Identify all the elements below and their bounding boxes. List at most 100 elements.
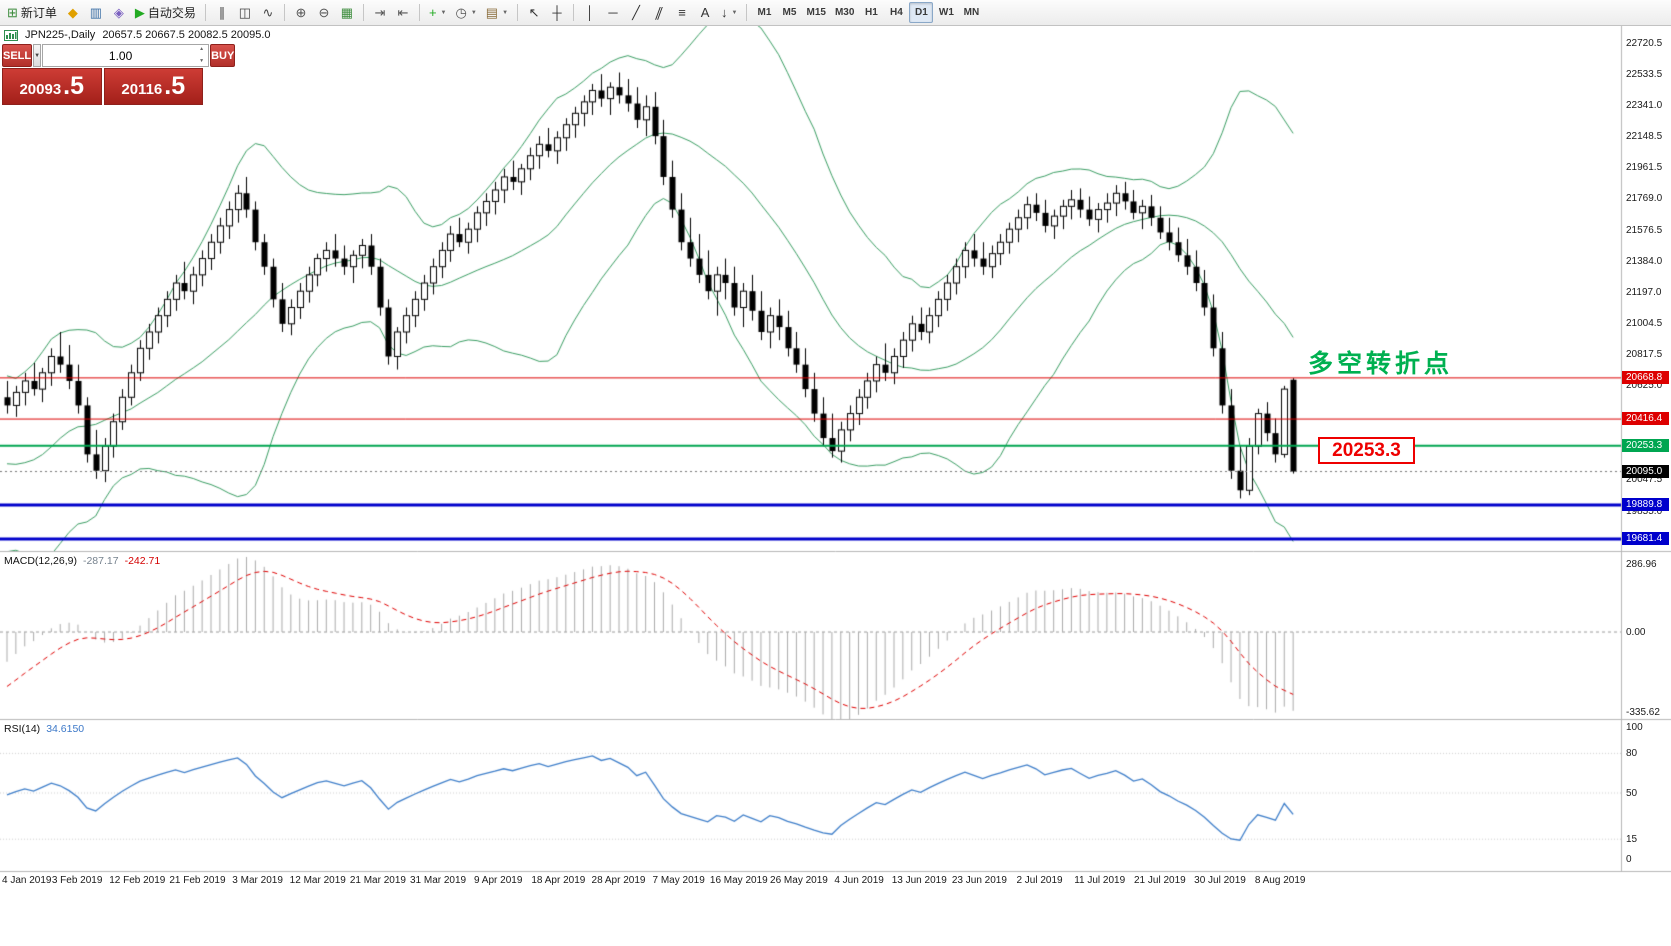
- order-type-dropdown[interactable]: ▼: [33, 44, 42, 67]
- crosshair-button[interactable]: ┼: [546, 2, 568, 23]
- candlestick-chart-icon: ◫: [238, 5, 252, 20]
- spinner-up-icon[interactable]: ▲: [199, 46, 205, 52]
- crosshair-icon: ┼: [552, 5, 562, 20]
- chart-window-icon: [4, 29, 18, 41]
- timeframe-m30[interactable]: M30: [834, 7, 855, 18]
- dropdown-arrow-icon: ▼: [470, 9, 477, 16]
- zoom-in-icon: ⊕: [295, 5, 307, 20]
- periods-button[interactable]: ◷ ▼: [451, 2, 480, 23]
- timeframe-mn[interactable]: MN: [963, 7, 980, 18]
- price-chart-canvas[interactable]: [0, 26, 1671, 946]
- trade-panel-controls: SELL ▼ ▲ ▼ BUY: [2, 44, 236, 67]
- toolbar-separator: [573, 4, 575, 21]
- trendline-icon: ╱: [632, 5, 640, 20]
- macd-name: MACD(12,26,9): [4, 555, 77, 567]
- toolbar-separator: [204, 4, 206, 21]
- rsi-indicator-label: RSI(14) 34.6150: [4, 723, 84, 735]
- horizontal-line-icon: ─: [608, 5, 618, 20]
- new-order-button[interactable]: ⊞ 新订单: [3, 2, 61, 23]
- metaeditor-icon: ◈: [113, 5, 124, 20]
- metaeditor-button[interactable]: ◈: [108, 2, 130, 23]
- dropdown-arrow-icon: ▼: [731, 9, 738, 16]
- arrows-icon: ↓: [721, 5, 728, 20]
- new-order-icon: ⊞: [7, 5, 18, 20]
- lot-size-input[interactable]: [43, 45, 209, 66]
- market-icon: ◆: [67, 5, 78, 20]
- macd-indicator-label: MACD(12,26,9) -287.17 -242.71: [4, 555, 160, 567]
- ask-price-main: 20116: [121, 81, 163, 98]
- chevron-down-icon: ▼: [34, 52, 41, 59]
- auto-scroll-button[interactable]: ⇥: [369, 2, 391, 23]
- toolbar-separator: [283, 4, 285, 21]
- periods-icon: ◷: [455, 5, 467, 20]
- text-icon: A: [700, 5, 710, 20]
- vertical-line-button[interactable]: │: [579, 2, 601, 23]
- lot-size-field: ▲ ▼: [42, 44, 210, 67]
- macd-signal-value: -242.71: [124, 555, 161, 567]
- bid-price-main: 20093: [19, 81, 62, 98]
- chart-shift-icon: ⇤: [397, 5, 409, 20]
- lot-spinner[interactable]: ▲ ▼: [196, 46, 207, 65]
- bid-price-panel[interactable]: 20093 .5: [2, 68, 102, 105]
- chart-ohlc-values: 20657.5 20667.5 20082.5 20095.0: [102, 29, 271, 41]
- timeframe-m1[interactable]: M1: [757, 7, 772, 18]
- candlestick-chart-button[interactable]: ◫: [234, 2, 256, 23]
- trendline-button[interactable]: ╱: [625, 2, 647, 23]
- cursor-button[interactable]: ↖: [523, 2, 545, 23]
- toolbar-separator: [418, 4, 420, 21]
- main-toolbar: ⊞ 新订单 ◆ ▥ ◈ ▶ 自动交易 ∥ ◫ ∿ ⊕ ⊖ ▦ ⇥ ⇤ + ▼ ◷ ▼ ▤ ▼ ↖ ┼ │ ─ ╱ ∥ ≡ A ↓ ▼ M1 M5…: [0, 0, 1671, 26]
- rsi-value: 34.6150: [46, 723, 85, 735]
- autotrading-button[interactable]: ▶ 自动交易: [131, 2, 200, 23]
- timeframe-w1[interactable]: W1: [938, 7, 954, 18]
- chart-shift-button[interactable]: ⇤: [392, 2, 414, 23]
- line-chart-button[interactable]: ∿: [257, 2, 279, 23]
- zoom-out-icon: ⊖: [318, 5, 330, 20]
- fibonacci-button[interactable]: ≡: [671, 2, 693, 23]
- chart-symbol-title: JPN225-,Daily: [25, 29, 96, 41]
- cursor-icon: ↖: [528, 5, 540, 20]
- text-button[interactable]: A: [694, 2, 716, 23]
- dropdown-arrow-icon: ▼: [440, 9, 447, 16]
- timeframe-m15[interactable]: M15: [806, 7, 826, 18]
- new-order-button-label: 新订单: [20, 6, 57, 20]
- timeframe-h4[interactable]: H4: [889, 7, 903, 18]
- horizontal-line-button[interactable]: ─: [602, 2, 624, 23]
- trade-panel-prices: 20093 .5 20116 .5: [2, 68, 203, 105]
- annotation-turning-point[interactable]: 多空转折点: [1308, 350, 1454, 378]
- sell-button[interactable]: SELL: [2, 44, 33, 67]
- spinner-down-icon[interactable]: ▼: [199, 58, 205, 64]
- toolbar-separator: [362, 4, 364, 21]
- auto-scroll-icon: ⇥: [374, 5, 386, 20]
- timeframe-d1[interactable]: D1: [909, 2, 934, 23]
- timeframe-m5[interactable]: M5: [782, 7, 797, 18]
- tile-windows-button[interactable]: ▦: [336, 2, 358, 23]
- templates-icon: ▤: [485, 5, 499, 20]
- templates-button[interactable]: ▤ ▼: [482, 2, 512, 23]
- market-button[interactable]: ◆: [62, 2, 84, 23]
- channel-icon: ∥: [653, 5, 666, 20]
- ask-price-panel[interactable]: 20116 .5: [103, 68, 203, 105]
- rsi-name: RSI(14): [4, 723, 41, 735]
- bar-chart-button[interactable]: ∥: [211, 2, 233, 23]
- buy-button[interactable]: BUY: [210, 44, 236, 67]
- zoom-in-button[interactable]: ⊕: [290, 2, 312, 23]
- chart-header: JPN225-,Daily 20657.5 20667.5 20082.5 20…: [4, 29, 271, 41]
- annotation-price-box[interactable]: 20253.3: [1318, 437, 1415, 464]
- ask-price-frac: .5: [164, 71, 186, 100]
- terminal-button[interactable]: ▥: [85, 2, 107, 23]
- vertical-line-icon: │: [585, 5, 595, 20]
- dropdown-arrow-icon: ▼: [502, 9, 509, 16]
- indicators-button[interactable]: + ▼: [425, 2, 451, 23]
- bar-chart-icon: ∥: [218, 5, 226, 20]
- toolbar-separator: [517, 4, 519, 21]
- one-click-trade-panel: SELL ▼ ▲ ▼ BUY 20093 .5 20116 .5: [2, 44, 236, 105]
- channel-button[interactable]: ∥: [648, 2, 670, 23]
- fibonacci-icon: ≡: [678, 5, 686, 20]
- arrows-button[interactable]: ↓ ▼: [717, 2, 741, 23]
- tile-windows-icon: ▦: [340, 5, 354, 20]
- indicators-icon: +: [428, 5, 437, 20]
- autotrading-icon: ▶: [134, 5, 145, 20]
- zoom-out-button[interactable]: ⊖: [313, 2, 335, 23]
- line-chart-icon: ∿: [262, 5, 274, 20]
- timeframe-h1[interactable]: H1: [864, 7, 878, 18]
